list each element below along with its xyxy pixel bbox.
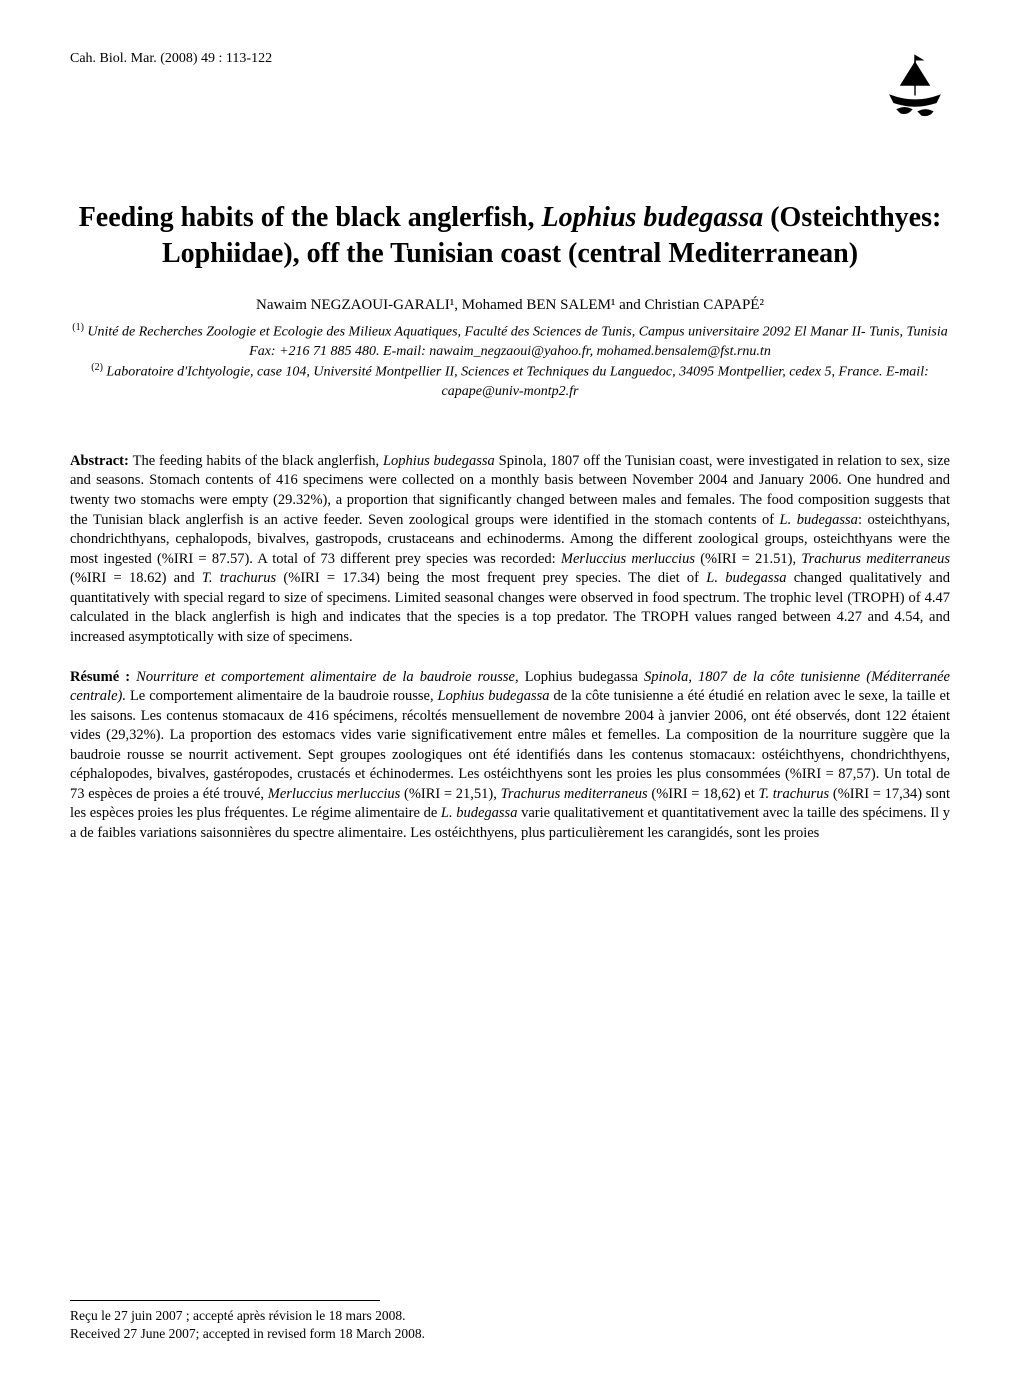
affiliation-1-contact: Fax: +216 71 885 480. E-mail: nawaim_neg… bbox=[249, 344, 771, 359]
abstract-section: Abstract: The feeding habits of the blac… bbox=[70, 452, 950, 648]
journal-reference: Cah. Biol. Mar. (2008) 49 : 113-122 bbox=[70, 50, 272, 69]
affiliation-2-text: Laboratoire d'Ichtyologie, case 104, Uni… bbox=[103, 365, 929, 399]
resume-body: Le comportement alimentaire de la baudro… bbox=[70, 688, 950, 841]
resume-section: Résumé : Nourriture et comportement alim… bbox=[70, 668, 950, 844]
resume-title-1: Nourriture et comportement alimentaire d… bbox=[136, 669, 525, 685]
title-text-1: Feeding habits of the black anglerfish, bbox=[79, 202, 542, 233]
footer-divider bbox=[70, 1300, 380, 1301]
affiliation-1-text: Unité de Recherches Zoologie et Ecologie… bbox=[84, 325, 948, 340]
resume-species: Lophius budegassa bbox=[525, 669, 638, 685]
affiliation-sup-2: (2) bbox=[91, 362, 103, 373]
page-footer: Reçu le 27 juin 2007 ; accepté après rév… bbox=[70, 1300, 950, 1343]
affiliation-sup-1: (1) bbox=[72, 322, 84, 333]
page-header: Cah. Biol. Mar. (2008) 49 : 113-122 bbox=[70, 50, 950, 120]
affiliations-block: (1) Unité de Recherches Zoologie et Ecol… bbox=[70, 321, 950, 402]
abstract-body: The feeding habits of the black anglerfi… bbox=[70, 453, 950, 645]
journal-logo-icon bbox=[880, 50, 950, 120]
authors-line: Nawaim NEGZAOUI-GARALI¹, Mohamed BEN SAL… bbox=[70, 295, 950, 315]
title-species: Lophius budegassa bbox=[542, 202, 764, 233]
received-accepted-fr: Reçu le 27 juin 2007 ; accepté après rév… bbox=[70, 1307, 950, 1325]
abstract-label: Abstract: bbox=[70, 453, 133, 469]
resume-label: Résumé : bbox=[70, 669, 136, 685]
received-accepted-en: Received 27 June 2007; accepted in revis… bbox=[70, 1325, 950, 1343]
article-title: Feeding habits of the black anglerfish, … bbox=[70, 200, 950, 273]
